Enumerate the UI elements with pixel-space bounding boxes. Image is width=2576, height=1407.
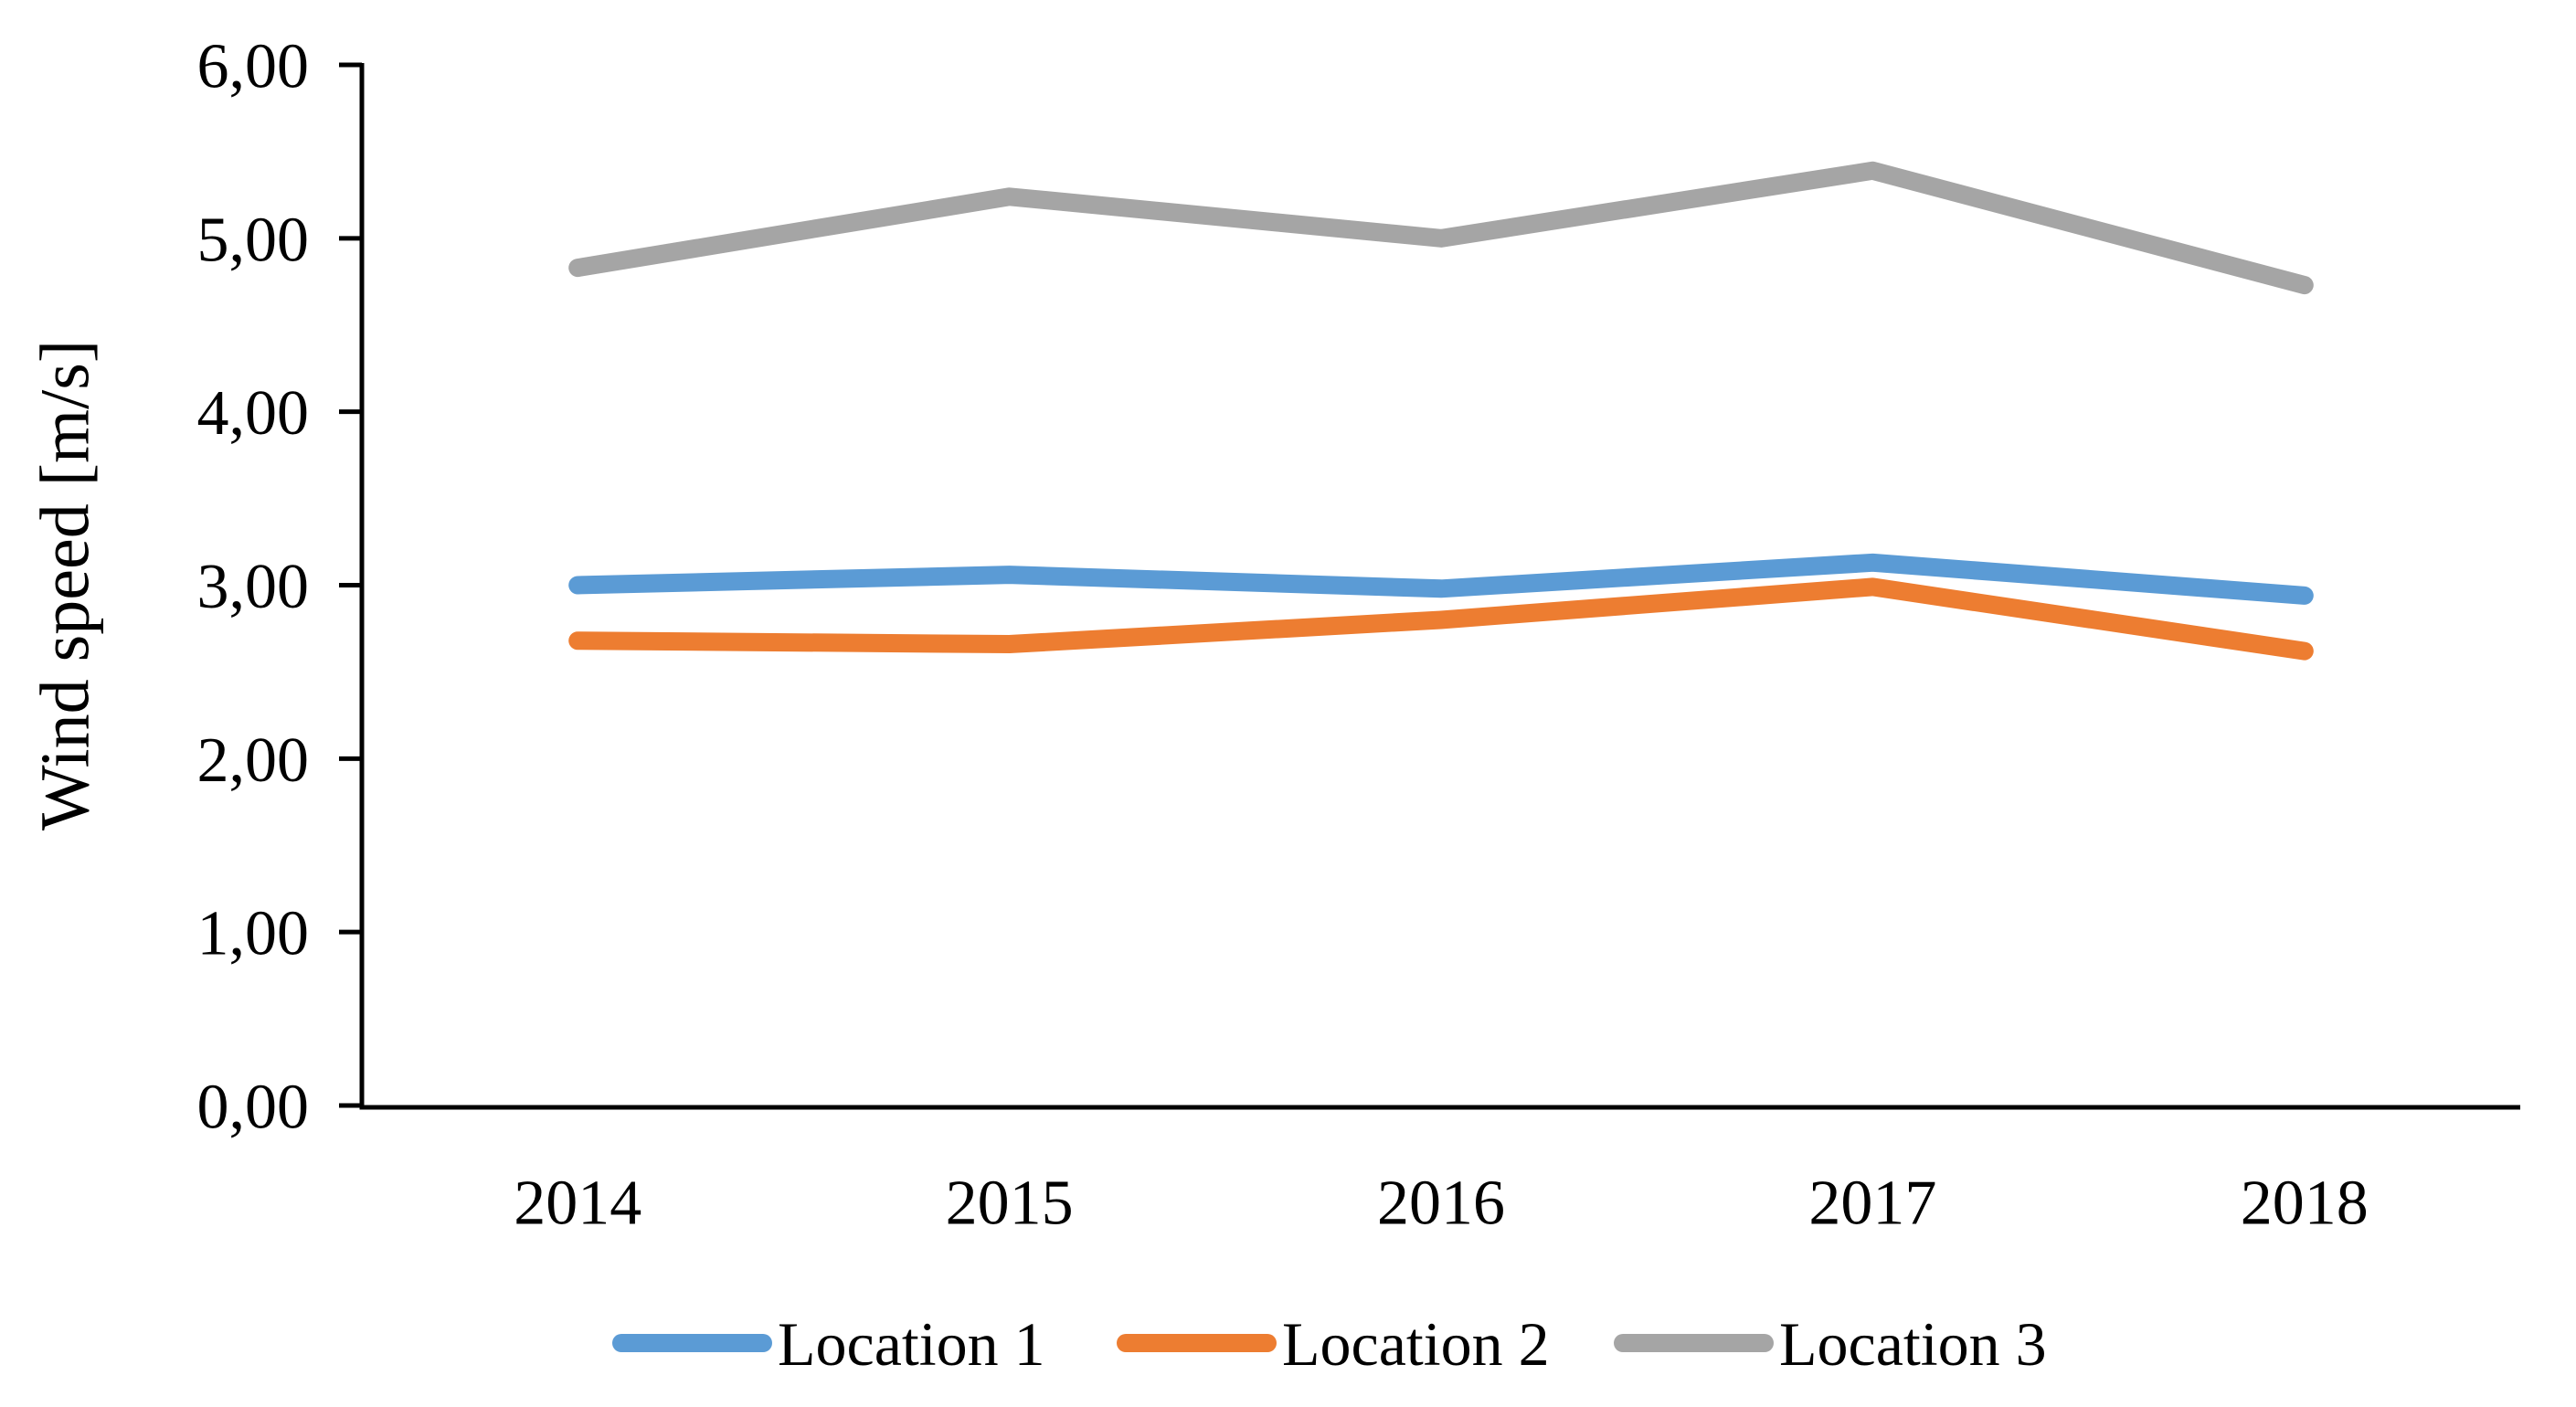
y-tick-label: 5,00 [197,205,310,275]
legend-label-location-2: Location 2 [1282,1309,1550,1379]
x-tick-label: 2014 [514,1169,641,1239]
y-axis-title: Wind speed [m/s] [27,340,104,830]
y-tick-label: 6,00 [197,32,310,102]
x-tick-label: 2015 [946,1169,1074,1239]
series-line-location-2 [568,577,2314,661]
y-tick-label: 0,00 [197,1073,310,1143]
y-tick-label: 1,00 [197,899,310,969]
y-tick-label: 4,00 [197,378,310,449]
legend-label-location-3: Location 3 [1779,1309,2047,1379]
y-tick-label: 2,00 [197,725,310,796]
x-tick-label: 2017 [1808,1169,1936,1239]
x-tick-label: 2016 [1377,1169,1505,1239]
legend-label-location-1: Location 1 [778,1309,1045,1379]
x-tick-label: 2018 [2241,1169,2369,1239]
y-tick-label: 3,00 [197,552,310,622]
series-line-location-1 [568,553,2314,605]
series-line-location-3 [568,161,2314,295]
